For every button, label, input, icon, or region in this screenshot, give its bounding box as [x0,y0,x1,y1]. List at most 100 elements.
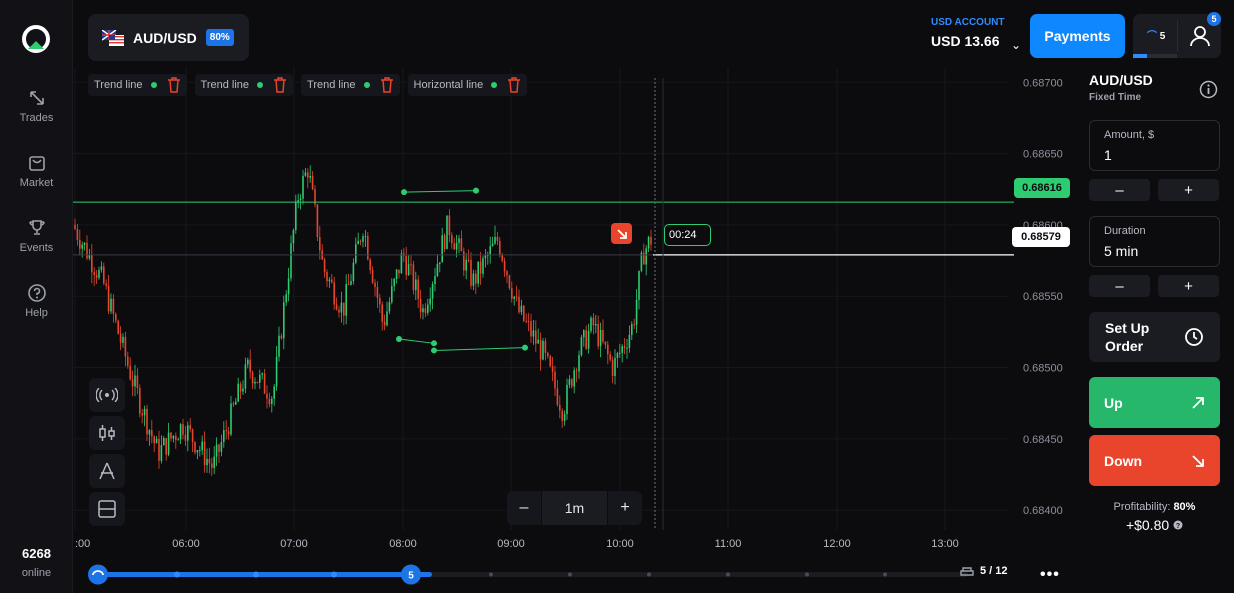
candle-body [568,379,571,385]
nav-market[interactable]: Market [0,153,73,189]
drawing-tool-horizontal-line[interactable]: Horizontal line [407,74,528,96]
candle-body [429,298,431,305]
trash-icon[interactable] [507,77,521,93]
drawing-tools: Trend line Trend line Trend line Horizon… [88,74,528,96]
candle-body [381,304,383,322]
duration-stepper: – + [1089,275,1219,297]
candle-body [508,275,511,289]
candle-body [160,445,163,461]
candle-body [631,324,633,335]
down-trade-marker[interactable] [611,223,632,244]
candle-body [590,317,592,332]
duration-value[interactable]: 5 min [1104,243,1139,259]
candle-body [371,270,374,283]
price-tick-label: 0.68650 [1023,149,1063,161]
trash-icon[interactable] [380,77,394,93]
candle-body [395,269,398,279]
duration-decrease-button[interactable]: – [1089,275,1150,297]
trash-icon[interactable] [273,77,287,93]
candle-body [621,346,623,353]
amount-field[interactable]: Amount, $ 1 [1089,120,1220,171]
user-icon[interactable] [1189,24,1211,48]
visible-dot-icon [150,82,157,88]
chart-type-button[interactable] [89,416,125,450]
candle-body [611,359,614,376]
candle-body [503,260,506,272]
candle-body [487,255,489,257]
divider [1177,20,1178,52]
amount-decrease-button[interactable]: – [1089,179,1150,201]
trend-line-top-handle [473,187,479,194]
candle-body [340,302,343,313]
candle-body [163,438,165,446]
setup-order-button[interactable]: Set Up Order [1089,312,1220,362]
account-selector[interactable]: USD ACCOUNT USD 13.66 ⌄ [931,17,1021,52]
candle-body [549,356,551,367]
nav-help[interactable]: Help [0,283,73,319]
signals-button[interactable] [89,378,125,412]
candle-body [477,261,479,284]
up-button[interactable]: Up [1089,377,1220,428]
logo-icon[interactable] [22,25,50,53]
candle-body [194,441,196,453]
trend-line-top-handle [401,189,407,196]
candle-body [100,266,103,270]
duration-field[interactable]: Duration 5 min [1089,216,1220,267]
drawing-tool-trend-line-1[interactable]: Trend line [88,74,187,96]
trash-icon[interactable] [167,77,181,93]
nav-events[interactable]: Events [0,218,73,254]
amount-increase-button[interactable]: + [1158,179,1219,201]
candle-body [376,287,379,298]
trend-line-left-handle [396,336,402,343]
notification-badge: 5 [1207,12,1221,26]
candle-body [170,432,172,439]
profitability-value: 80% [1173,501,1196,513]
more-options-button[interactable]: ••• [1040,566,1060,583]
drawing-tool-trend-line-3[interactable]: Trend line [301,74,400,96]
info-icon[interactable] [1199,80,1218,99]
layout-button[interactable] [89,492,125,526]
candle-body [427,304,429,313]
zoom-out-button[interactable]: – [519,499,529,516]
time-tick-label: 07:00 [280,538,308,550]
candle-body [115,313,117,321]
visible-dot-icon [257,82,264,88]
timeframe-selector[interactable]: 1m [541,491,608,525]
candle-body [139,388,141,414]
compass-icon [99,462,115,480]
candle-body [585,330,587,349]
candle-body [491,243,494,247]
candle-body [112,298,115,314]
candle-body [247,359,249,365]
arrow-up-right-icon [1192,396,1204,409]
candle-body [81,244,83,249]
candle-body [364,236,367,238]
candle-body [119,333,122,343]
candle-body [559,404,561,411]
candle-body [537,339,539,344]
drawing-button[interactable] [89,454,125,488]
zoom-in-button[interactable]: + [620,499,630,516]
amount-value[interactable]: 1 [1104,147,1112,163]
candle-body [177,439,179,441]
drawing-tool-trend-line-2[interactable]: Trend line [194,74,294,96]
candle-body [227,431,230,435]
down-button[interactable]: Down [1089,435,1220,486]
candle-body [307,172,309,178]
level-indicator[interactable]: ⌒ 5 [1147,27,1165,42]
candle-body [424,308,427,313]
candle-body [523,305,525,321]
time-tick-label: 09:00 [497,538,525,550]
duration-increase-button[interactable]: + [1158,275,1219,297]
candle-body [453,243,455,250]
price-chart[interactable]: :00 06:00 07:00 08:00 09:00 10:00 11:00 12:00 13… [73,68,1077,553]
payments-button[interactable]: Payments [1030,14,1125,58]
left-nav: Trades Market Events Help 6268 online [0,0,73,593]
candle-body [131,379,134,387]
asset-selector[interactable]: AUD/USD 80% [88,14,249,61]
candle-body [599,329,602,347]
nav-trades[interactable]: Trades [0,88,73,124]
trade-timeline[interactable]: 5 [88,563,1068,587]
time-tick-label: 08:00 [389,538,417,550]
help-icon[interactable]: ? [1173,520,1183,530]
